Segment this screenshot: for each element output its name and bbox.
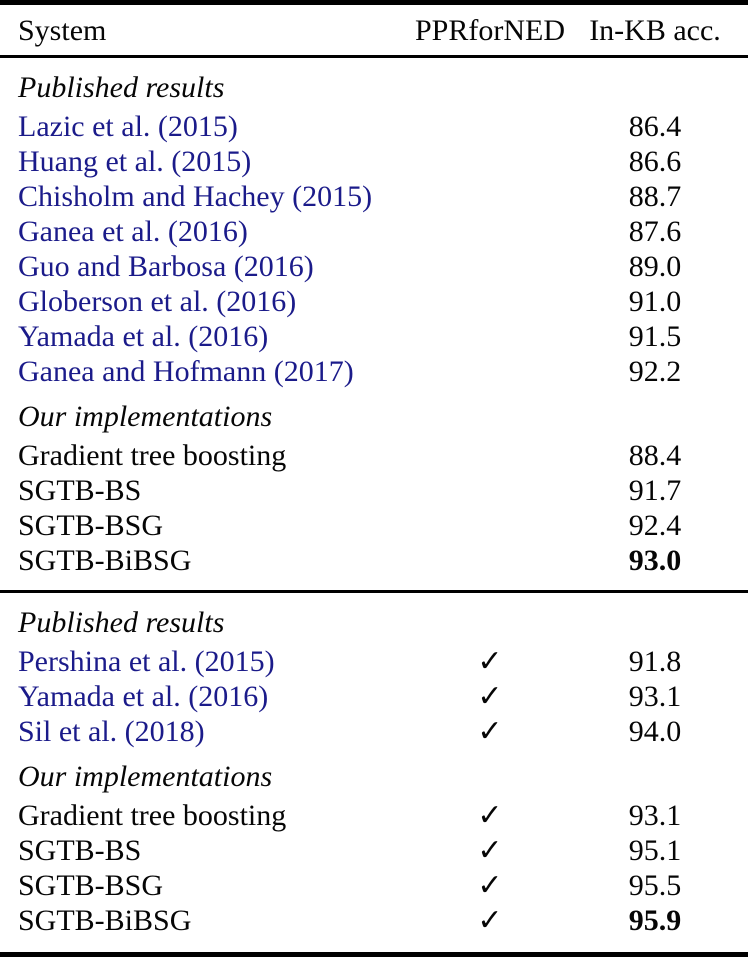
system-cell: SGTB-BS	[18, 834, 142, 867]
checkmark-icon: ✓	[477, 869, 503, 902]
table-row: Sil et al. (2018) ✓ 94.0	[0, 714, 748, 749]
citation-link[interactable]: Globerson et al. (2016)	[18, 285, 297, 318]
acc-value: 88.4	[628, 439, 682, 472]
ppr-check	[410, 473, 570, 508]
table-row: Gradient tree boosting 88.4	[0, 438, 748, 473]
header-pprforned: PPRforNED	[414, 14, 565, 47]
system-cell: Gradient tree boosting	[18, 439, 287, 472]
ppr-check	[410, 179, 570, 214]
section-header-ours: Our implementations	[18, 760, 273, 793]
table-row: Ganea and Hofmann (2017) 92.2	[0, 354, 748, 389]
acc-value: 95.5	[628, 869, 682, 902]
ppr-check	[410, 249, 570, 284]
table-row: SGTB-BS ✓ 95.1	[0, 833, 748, 868]
checkmark-icon: ✓	[477, 834, 503, 867]
acc-value: 95.1	[628, 834, 682, 867]
citation-link[interactable]: Yamada et al. (2016)	[18, 320, 269, 353]
table-row: SGTB-BiBSG ✓ 95.9	[0, 903, 748, 938]
citation-link[interactable]: Huang et al. (2015)	[18, 145, 252, 178]
ppr-check	[410, 109, 570, 144]
acc-value-best: 93.0	[628, 544, 682, 577]
citation-link[interactable]: Yamada et al. (2016)	[18, 680, 269, 713]
table-row: SGTB-BS 91.7	[0, 473, 748, 508]
acc-value: 87.6	[628, 215, 682, 248]
acc-value: 86.4	[628, 110, 682, 143]
ppr-check	[410, 508, 570, 543]
citation-link[interactable]: Guo and Barbosa (2016)	[18, 250, 314, 283]
section-header-published: Published results	[18, 71, 225, 104]
table-row: Lazic et al. (2015) 86.4	[0, 109, 748, 144]
ppr-check	[410, 284, 570, 319]
system-cell: SGTB-BiBSG	[18, 904, 192, 937]
citation-link[interactable]: Lazic et al. (2015)	[18, 110, 238, 143]
table-row: SGTB-BSG 92.4	[0, 508, 748, 543]
citation-link[interactable]: Pershina et al. (2015)	[18, 645, 275, 678]
checkmark-icon: ✓	[477, 680, 503, 713]
table-row: Huang et al. (2015) 86.6	[0, 144, 748, 179]
acc-value: 86.6	[628, 145, 682, 178]
system-cell: Gradient tree boosting	[18, 799, 287, 832]
ppr-check	[410, 354, 570, 389]
acc-value: 89.0	[628, 250, 682, 283]
ppr-check	[410, 214, 570, 249]
table-header: System PPRforNED In-KB acc.	[0, 5, 748, 58]
table-row: Ganea et al. (2016) 87.6	[0, 214, 748, 249]
citation-link[interactable]: Ganea and Hofmann (2017)	[18, 355, 354, 388]
table-row: Chisholm and Hachey (2015) 88.7	[0, 179, 748, 214]
acc-value: 93.1	[628, 799, 682, 832]
system-cell: SGTB-BSG	[18, 869, 164, 902]
acc-value-best: 95.9	[628, 904, 682, 937]
citation-link[interactable]: Chisholm and Hachey (2015)	[18, 180, 373, 213]
acc-value: 93.1	[628, 680, 682, 713]
system-cell: SGTB-BSG	[18, 509, 164, 542]
ppr-check	[410, 319, 570, 354]
acc-value: 88.7	[628, 180, 682, 213]
table-row: SGTB-BiBSG 93.0	[0, 543, 748, 578]
header-inkb-acc: In-KB acc.	[589, 14, 721, 47]
checkmark-icon: ✓	[477, 645, 503, 678]
acc-value: 91.5	[628, 320, 682, 353]
table-row: Gradient tree boosting ✓ 93.1	[0, 798, 748, 833]
header-row: System PPRforNED In-KB acc.	[0, 13, 748, 48]
table-row: SGTB-BSG ✓ 95.5	[0, 868, 748, 903]
checkmark-icon: ✓	[477, 904, 503, 937]
ppr-check	[410, 144, 570, 179]
table-row: Yamada et al. (2016) ✓ 93.1	[0, 679, 748, 714]
section-header-ours: Our implementations	[18, 400, 273, 433]
table-row: Yamada et al. (2016) 91.5	[0, 319, 748, 354]
ppr-check	[410, 543, 570, 578]
table-row: Globerson et al. (2016) 91.0	[0, 284, 748, 319]
acc-value: 94.0	[628, 715, 682, 748]
table-row: Pershina et al. (2015) ✓ 91.8	[0, 644, 748, 679]
section-header-published: Published results	[18, 606, 225, 639]
acc-value: 92.4	[628, 509, 682, 542]
acc-value: 91.0	[628, 285, 682, 318]
acc-value: 91.7	[628, 474, 682, 507]
ppr-check	[410, 438, 570, 473]
acc-value: 92.2	[628, 355, 682, 388]
system-cell: SGTB-BiBSG	[18, 544, 192, 577]
acc-value: 91.8	[628, 645, 682, 678]
system-cell: SGTB-BS	[18, 474, 142, 507]
citation-link[interactable]: Sil et al. (2018)	[18, 715, 205, 748]
header-system: System	[18, 14, 107, 47]
block-with-ppr: Published results Pershina et al. (2015)…	[0, 590, 748, 948]
checkmark-icon: ✓	[477, 715, 503, 748]
block-without-ppr: Published results Lazic et al. (2015) 86…	[0, 58, 748, 590]
checkmark-icon: ✓	[477, 799, 503, 832]
table-row: Guo and Barbosa (2016) 89.0	[0, 249, 748, 284]
citation-link[interactable]: Ganea et al. (2016)	[18, 215, 248, 248]
